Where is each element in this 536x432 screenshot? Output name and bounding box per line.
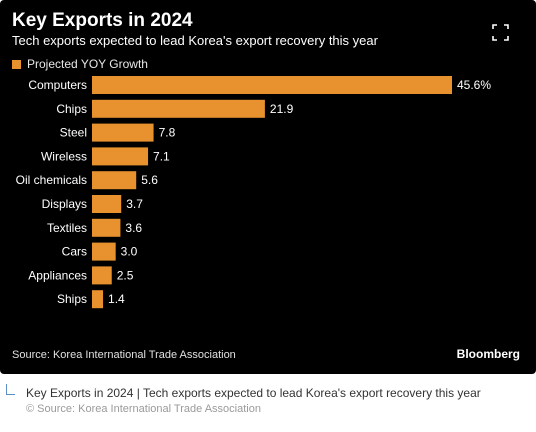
category-label: Ships (57, 292, 87, 306)
value-label: 7.8 (159, 126, 176, 140)
category-label: Steel (60, 126, 87, 140)
value-label: 3.0 (121, 245, 138, 259)
legend-label: Projected YOY Growth (27, 57, 148, 71)
bar (92, 242, 116, 261)
bar (92, 147, 149, 166)
bar-chart: Computers 45.6% Chips 21.9 Steel 7.8 Wireless 7… (16, 76, 491, 309)
value-label: 5.6 (141, 173, 158, 187)
category-label: Chips (56, 102, 87, 116)
value-label: 2.5 (117, 268, 134, 282)
category-label: Wireless (41, 149, 87, 163)
category-label: Cars (62, 245, 87, 259)
bloomberg-logo: Bloomberg (456, 347, 520, 361)
bar (92, 123, 154, 142)
chart-subtitle: Tech exports expected to lead Korea's ex… (12, 33, 378, 48)
value-label: 1.4 (108, 292, 125, 306)
bar (92, 76, 452, 94)
bar (92, 99, 265, 118)
value-label: 45.6% (457, 78, 491, 92)
caption-source: © Source: Korea International Trade Asso… (26, 403, 261, 415)
legend-swatch (12, 59, 21, 69)
chart-title: Key Exports in 2024 (12, 10, 193, 31)
category-label: Oil chemicals (16, 173, 87, 187)
category-label: Displays (42, 197, 87, 211)
value-label: 3.6 (125, 221, 142, 235)
figure-caption: Key Exports in 2024 | Tech exports expec… (26, 386, 481, 400)
value-label: 3.7 (126, 197, 143, 211)
expand-icon[interactable] (492, 24, 509, 41)
chart-card: Key Exports in 2024 Tech exports expecte… (0, 0, 536, 374)
bar (92, 266, 112, 285)
source-note: Source: Korea International Trade Associ… (12, 349, 236, 361)
category-label: Computers (28, 78, 87, 92)
value-label: 7.1 (153, 149, 170, 163)
value-label: 21.9 (270, 102, 294, 116)
caption-corner-icon (6, 384, 15, 395)
category-label: Textiles (47, 221, 87, 235)
bar (92, 290, 104, 309)
bar (92, 171, 137, 190)
bar (92, 195, 122, 213)
legend: Projected YOY Growth (12, 57, 148, 71)
category-label: Appliances (28, 268, 87, 282)
bar (92, 218, 121, 237)
